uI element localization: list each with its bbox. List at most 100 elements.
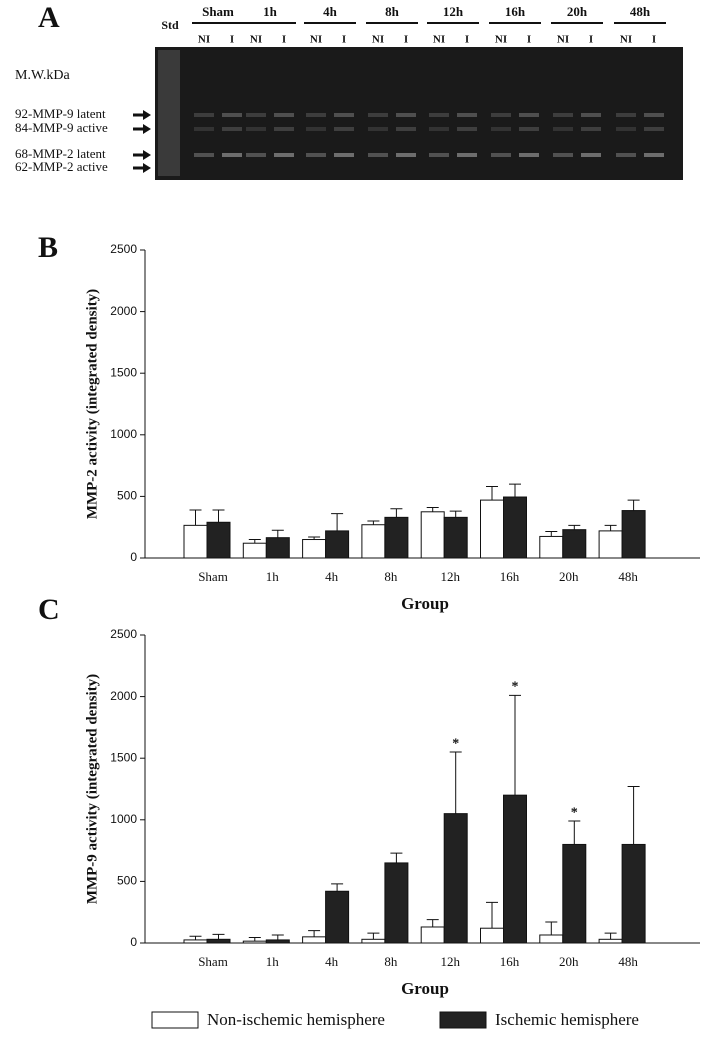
- x-tick-label: 16h: [500, 954, 520, 969]
- error-bar: [367, 520, 380, 525]
- band-label: 84-MMP-9 active: [15, 120, 108, 135]
- error-bar: [248, 539, 261, 544]
- bar: [206, 938, 231, 944]
- gel-band: [457, 113, 477, 117]
- lane-label: I: [230, 34, 234, 46]
- y-tick-label: 1500: [110, 750, 137, 764]
- error-bar: [331, 513, 344, 531]
- error-bar: [509, 483, 521, 498]
- panel-label: B: [38, 231, 58, 264]
- gel-band: [581, 153, 601, 157]
- error-bar: [545, 921, 558, 935]
- gel-band: [274, 113, 294, 117]
- bar: [562, 529, 587, 559]
- gel-band: [553, 153, 573, 157]
- gel-band: [306, 127, 326, 131]
- lane-label: I: [342, 34, 346, 46]
- gel-band: [306, 153, 326, 157]
- gel-group-label: 1h: [263, 4, 278, 19]
- x-tick-label: 48h: [618, 569, 638, 584]
- error-bar: [627, 499, 640, 511]
- bar: [598, 530, 623, 559]
- gel-band: [194, 153, 214, 157]
- bar: [562, 843, 587, 944]
- error-bar: [604, 524, 617, 531]
- x-tick-label: 48h: [618, 954, 638, 969]
- bar: [539, 535, 564, 559]
- lane-label: I: [527, 34, 531, 46]
- panel-label: C: [38, 593, 60, 626]
- bar: [480, 499, 504, 559]
- y-tick-label: 2500: [110, 627, 137, 641]
- error-bar: [426, 506, 439, 512]
- panel-label: A: [38, 1, 60, 34]
- y-axis-title: MMP-9 activity (integrated density): [84, 674, 100, 904]
- lane-label: NI: [250, 34, 262, 46]
- lane-label: NI: [620, 34, 632, 46]
- gel-band: [246, 127, 266, 131]
- gel-group-label: 12h: [443, 4, 464, 19]
- bar: [503, 496, 527, 559]
- gel-band: [644, 113, 664, 117]
- bar: [420, 511, 445, 559]
- gel-band: [334, 113, 354, 117]
- gel-band: [334, 127, 354, 131]
- error-bar: [449, 751, 462, 814]
- lane-label: I: [404, 34, 408, 46]
- gel-band: [274, 127, 294, 131]
- error-bar: [390, 852, 403, 863]
- gel-band: [553, 127, 573, 131]
- y-axis-title: MMP-2 activity (integrated density): [84, 289, 100, 519]
- arrow-head: [143, 110, 151, 120]
- gel-band: [519, 113, 539, 117]
- gel-band: [644, 153, 664, 157]
- error-bar: [271, 934, 284, 940]
- gel-band: [429, 153, 449, 157]
- gel-band: [581, 127, 601, 131]
- lane-label: I: [589, 34, 593, 46]
- gel-band: [222, 113, 242, 117]
- gel-group-label: 16h: [505, 4, 526, 19]
- error-bar: [212, 509, 225, 523]
- bar: [480, 927, 504, 944]
- y-tick-label: 1000: [110, 427, 137, 441]
- error-bar: [331, 883, 344, 892]
- error-bar: [367, 932, 380, 940]
- error-bar: [189, 935, 202, 940]
- lane-label: NI: [495, 34, 507, 46]
- gel-band: [616, 113, 636, 117]
- bar: [242, 542, 267, 559]
- y-tick-label: 2000: [110, 689, 137, 703]
- lane-label: I: [652, 34, 656, 46]
- error-bar: [426, 919, 439, 927]
- arrow-head: [143, 163, 151, 173]
- bar: [443, 813, 468, 944]
- bar: [384, 516, 409, 559]
- legend-label: Ischemic hemisphere: [495, 1010, 639, 1029]
- error-bar: [604, 932, 617, 940]
- gel-band: [246, 153, 266, 157]
- error-bar: [390, 508, 403, 518]
- x-axis-title: Group: [401, 979, 449, 998]
- error-bar: [568, 820, 581, 845]
- x-axis-title: Group: [401, 594, 449, 613]
- lane-label: I: [465, 34, 469, 46]
- gel-group-label: 20h: [567, 4, 588, 19]
- x-tick-label: 4h: [325, 569, 339, 584]
- bar: [598, 938, 623, 944]
- bar: [302, 539, 327, 559]
- x-tick-label: 8h: [384, 569, 398, 584]
- arrow-head: [143, 124, 151, 134]
- gel-band: [644, 127, 664, 131]
- legend-swatch: [151, 1011, 199, 1029]
- y-tick-label: 2000: [110, 304, 137, 318]
- gel-band: [429, 113, 449, 117]
- y-tick-label: 500: [117, 874, 137, 888]
- x-tick-label: 8h: [384, 954, 398, 969]
- lane-label: I: [282, 34, 286, 46]
- gel-band: [274, 153, 294, 157]
- error-bar: [509, 694, 521, 796]
- error-bar: [486, 901, 498, 929]
- x-tick-label: Sham: [198, 569, 228, 584]
